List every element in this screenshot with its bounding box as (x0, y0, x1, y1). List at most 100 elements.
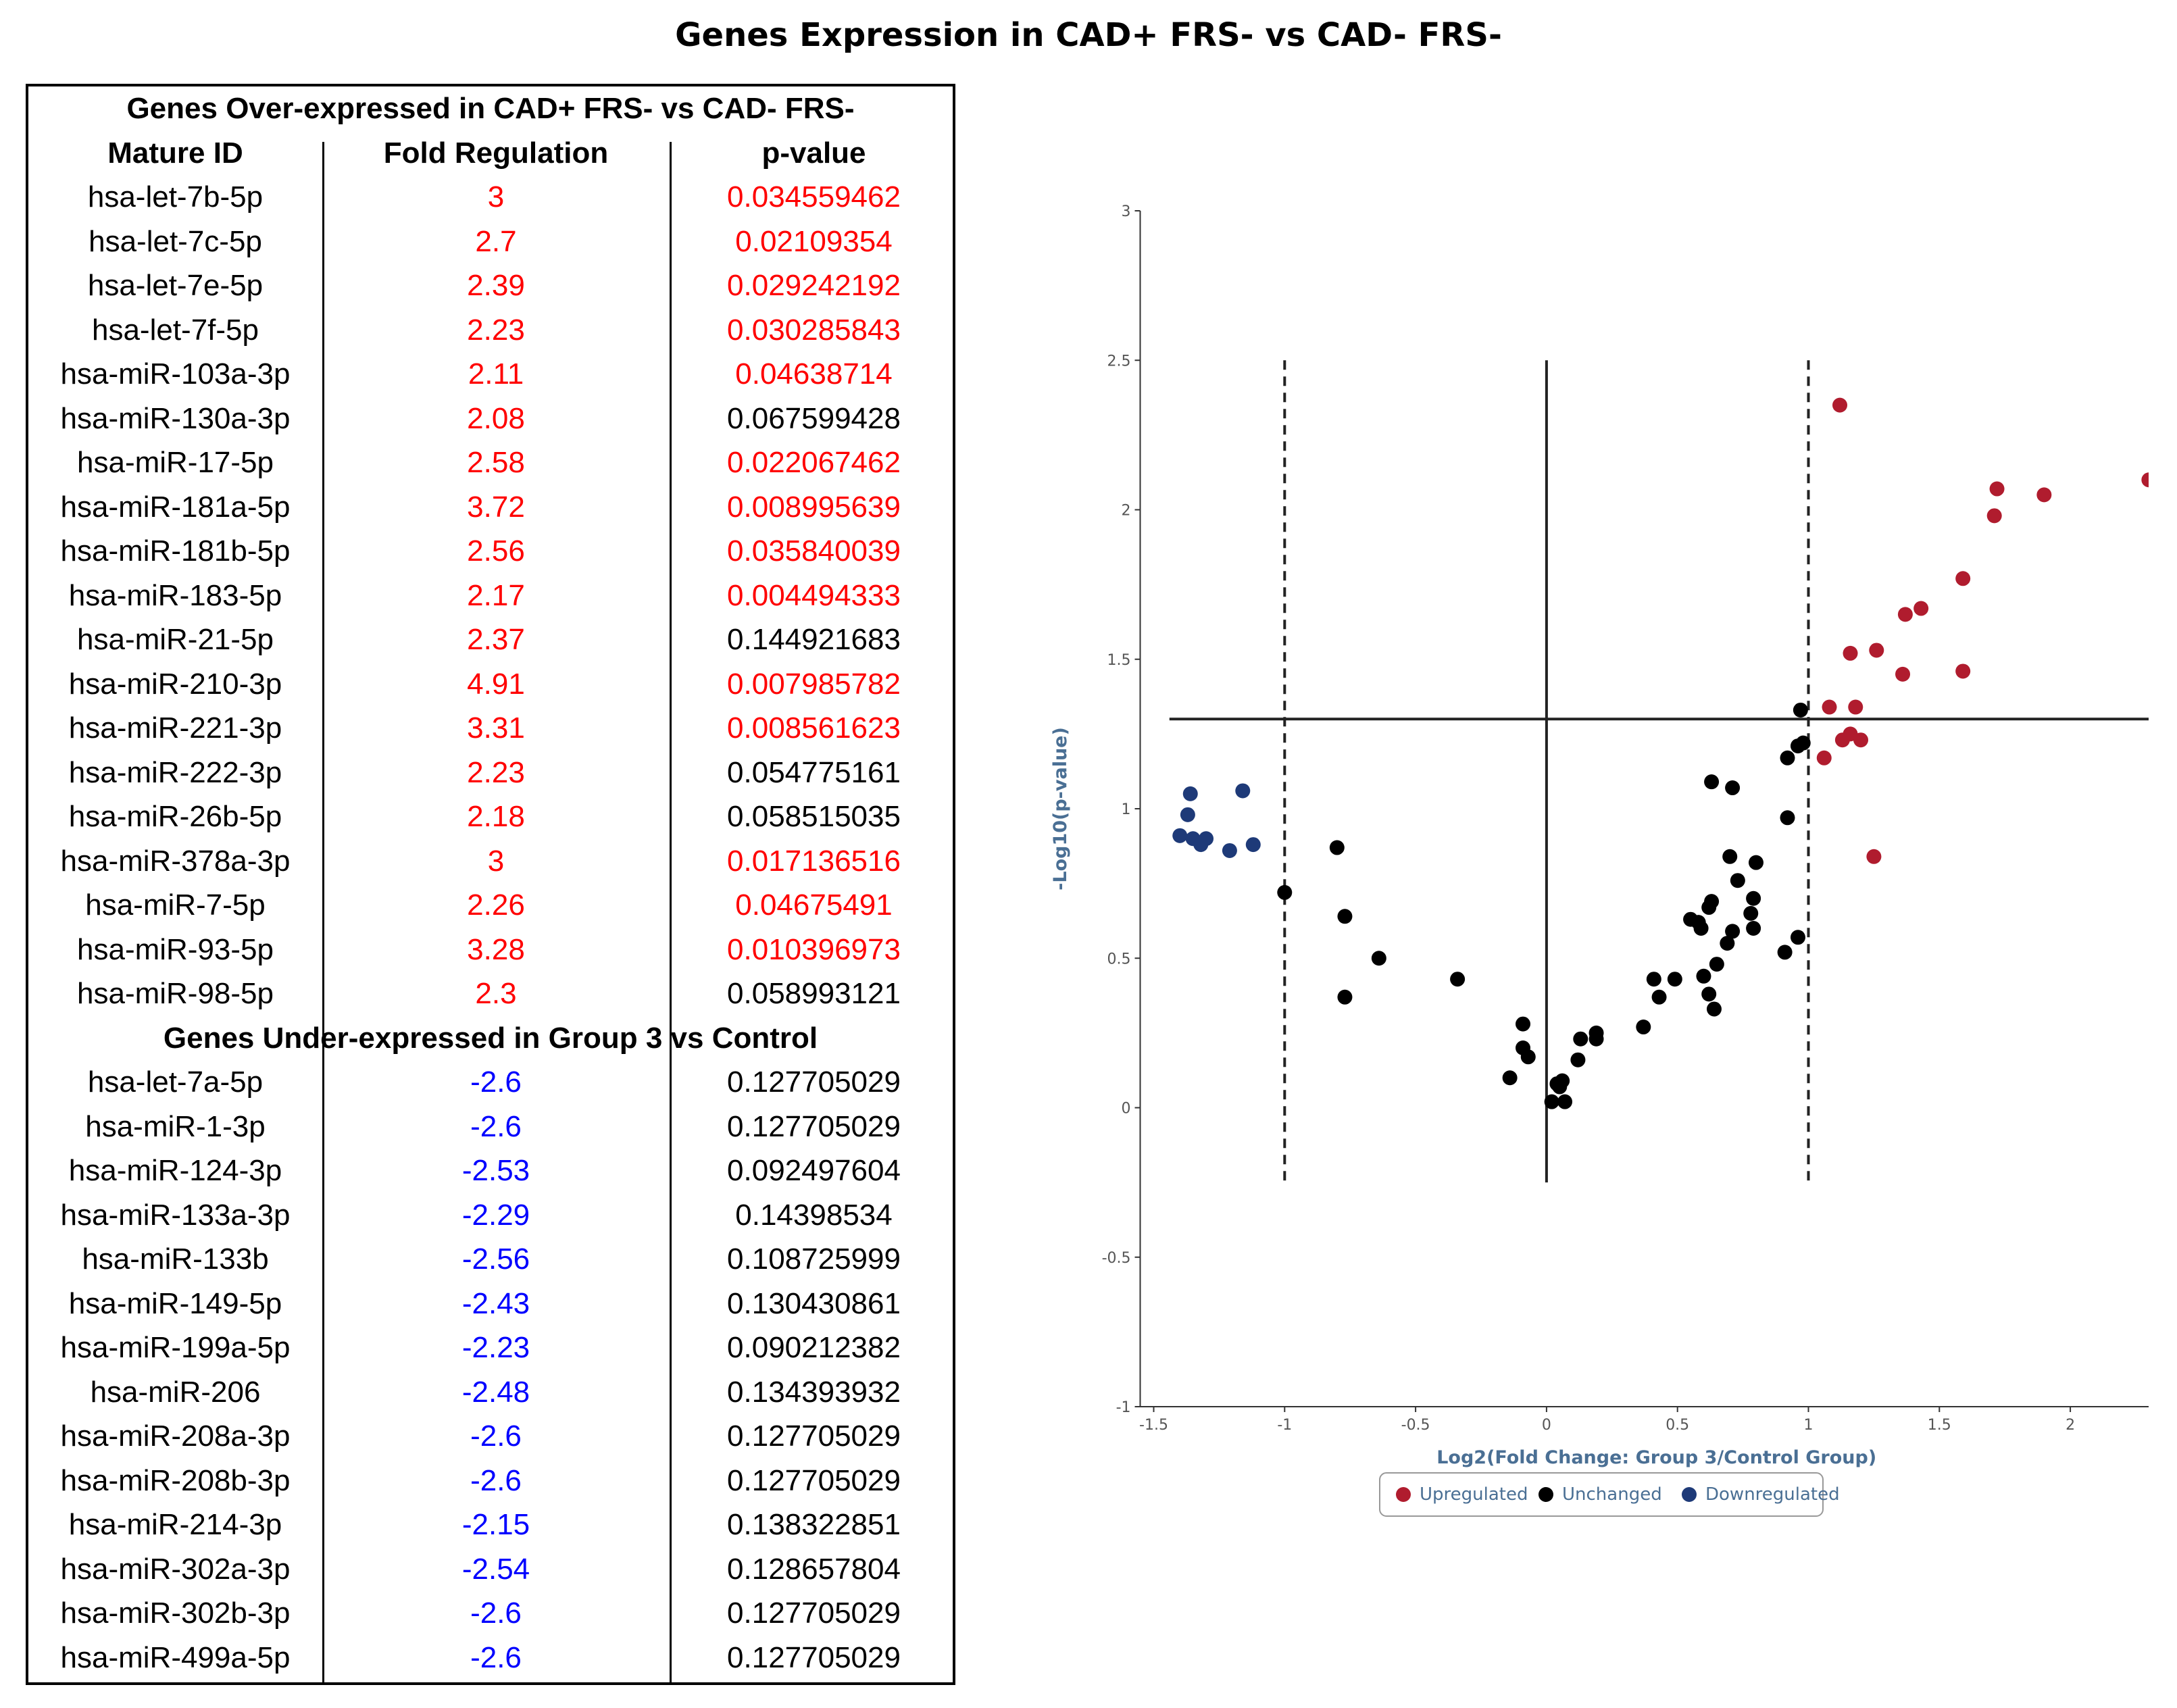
p-value-cell: 0.004494333 (727, 578, 901, 612)
p-value-cell: 0.058993121 (727, 977, 901, 1010)
data-point-upregulated (1955, 571, 1971, 586)
data-point-unchanged (1725, 924, 1741, 939)
fold-regulation-cell: 2.39 (467, 269, 525, 302)
data-point-unchanged (1793, 702, 1808, 718)
mature-id-cell: hsa-miR-17-5p (77, 446, 274, 479)
data-point-unchanged (1588, 1031, 1604, 1047)
table-row: hsa-miR-206 -2.48 0.134393932 (28, 1370, 953, 1415)
fold-regulation-cell: -2.6 (470, 1109, 522, 1143)
p-value-cell: 0.008995639 (727, 490, 901, 524)
data-point-unchanged (1720, 936, 1735, 951)
table-row: hsa-miR-149-5p -2.43 0.130430861 (28, 1282, 953, 1326)
mature-id-cell: hsa-let-7a-5p (87, 1065, 264, 1099)
data-point-unchanged (1646, 972, 1661, 987)
data-point-unchanged (1337, 989, 1353, 1005)
data-point-unchanged (1696, 968, 1711, 984)
p-value-cell: 0.067599428 (727, 401, 901, 435)
x-tick-label: 0.5 (1666, 1417, 1689, 1434)
data-point-downregulated (1172, 828, 1188, 843)
mature-id-cell: hsa-miR-93-5p (77, 932, 274, 966)
page-title: Genes Expression in CAD+ FRS- vs CAD- FR… (675, 16, 1502, 54)
fold-regulation-cell: 2.17 (467, 578, 525, 612)
table-row: hsa-miR-130a-3p 2.08 0.067599428 (28, 397, 953, 441)
table-row: hsa-miR-221-3p 3.31 0.008561623 (28, 706, 953, 751)
table-row: hsa-miR-183-5p 2.17 0.004494333 (28, 574, 953, 618)
fold-regulation-cell: -2.6 (470, 1420, 522, 1453)
header-p-value: p-value (761, 136, 866, 170)
legend-label: Downregulated (1705, 1484, 1840, 1505)
mature-id-cell: hsa-miR-181a-5p (60, 490, 291, 524)
mature-id-cell: hsa-miR-183-5p (68, 578, 282, 612)
table-row: hsa-miR-378a-3p 3 0.017136516 (28, 839, 953, 884)
under-expressed-title: Genes Under-expressed in Group 3 vs Cont… (163, 1021, 818, 1055)
volcano-plot: -1 -0.5 0 0.5 1 1.5 2 2.5 3 -1.5 -1 -0.5 0 0.5 1 1.5 2 Lo… (1050, 203, 2149, 1517)
x-tick-label: 1.5 (1928, 1417, 1951, 1434)
p-value-cell: 0.034559462 (727, 180, 901, 214)
data-point-unchanged (1748, 855, 1763, 870)
p-value-cell: 0.04638714 (735, 357, 893, 391)
data-point-unchanged (1709, 957, 1724, 972)
fold-regulation-cell: -2.29 (461, 1198, 530, 1232)
mature-id-cell: hsa-miR-221-3p (68, 711, 282, 745)
table-row: hsa-miR-133a-3p -2.29 0.14398534 (28, 1193, 953, 1238)
data-point-unchanged (1667, 972, 1682, 987)
fold-regulation-cell: 3 (487, 180, 505, 214)
table-row: hsa-miR-133b -2.56 0.108725999 (28, 1237, 953, 1282)
p-value-cell: 0.108725999 (727, 1242, 901, 1276)
fold-regulation-cell: 3.72 (467, 490, 525, 524)
data-point-downregulated (1222, 843, 1237, 858)
table-row: hsa-let-7f-5p 2.23 0.030285843 (28, 308, 953, 353)
data-point-unchanged (1730, 873, 1745, 888)
fold-regulation-cell: 4.91 (467, 667, 525, 701)
header-fold-regulation: Fold Regulation (383, 136, 609, 170)
legend-label: Unchanged (1562, 1484, 1662, 1505)
data-point-unchanged (1704, 774, 1720, 790)
mature-id-cell: hsa-miR-222-3p (68, 755, 282, 789)
data-point-unchanged (1722, 849, 1738, 864)
legend-marker-upregulated (1396, 1487, 1411, 1502)
p-value-cell: 0.02109354 (735, 224, 893, 258)
data-point-unchanged (1725, 780, 1741, 796)
mature-id-cell: hsa-miR-7-5p (85, 888, 266, 922)
gene-expression-table: Genes Over-expressed in CAD+ FRS- vs CAD… (26, 84, 955, 1685)
fold-regulation-cell: 2.08 (467, 401, 525, 435)
over-expressed-section-title: Genes Over-expressed in CAD+ FRS- vs CAD… (28, 86, 953, 131)
column-divider (670, 142, 672, 1685)
fold-regulation-cell: -2.43 (461, 1286, 530, 1320)
table-row: hsa-miR-199a-5p -2.23 0.090212382 (28, 1326, 953, 1370)
data-point-upregulated (1822, 699, 1837, 715)
x-tick-label: -0.5 (1401, 1417, 1430, 1434)
fold-regulation-cell: 2.58 (467, 446, 525, 479)
data-point-unchanged (1277, 884, 1293, 900)
mature-id-cell: hsa-miR-124-3p (68, 1154, 282, 1187)
data-point-upregulated (1897, 607, 1913, 622)
data-point-unchanged (1651, 989, 1667, 1005)
data-point-unchanged (1790, 930, 1805, 945)
under-expressed-section-title: Genes Under-expressed in Group 3 vs Cont… (28, 1016, 953, 1061)
data-point-unchanged (1516, 1016, 1531, 1032)
fold-regulation-cell: -2.23 (461, 1331, 530, 1364)
y-tick-label: 3 (1122, 203, 1131, 220)
p-value-cell: 0.04675491 (735, 888, 893, 922)
data-point-unchanged (1743, 905, 1759, 921)
mature-id-cell: hsa-miR-130a-3p (60, 401, 291, 435)
data-point-downregulated (1199, 831, 1214, 847)
data-point-upregulated (1989, 481, 2005, 497)
table-row: hsa-miR-26b-5p 2.18 0.058515035 (28, 795, 953, 839)
data-point-upregulated (1848, 699, 1863, 715)
table-row: hsa-miR-124-3p -2.53 0.092497604 (28, 1149, 953, 1193)
data-point-unchanged (1573, 1031, 1588, 1047)
table-row: hsa-miR-302a-3p -2.54 0.128657804 (28, 1547, 953, 1592)
data-point-upregulated (2141, 472, 2149, 488)
fold-regulation-cell: 3 (487, 844, 505, 878)
mature-id-cell: hsa-miR-378a-3p (60, 844, 291, 878)
data-point-unchanged (1329, 840, 1345, 855)
table-row: hsa-miR-208b-3p -2.6 0.127705029 (28, 1459, 953, 1503)
x-tick-label: 2 (2066, 1417, 2075, 1434)
p-value-cell: 0.144921683 (727, 623, 901, 656)
fold-regulation-cell: 2.7 (475, 224, 517, 258)
fold-regulation-cell: 2.56 (467, 534, 525, 568)
data-point-unchanged (1371, 951, 1386, 966)
mature-id-cell: hsa-miR-499a-5p (60, 1640, 291, 1674)
mature-id-cell: hsa-miR-21-5p (77, 623, 274, 656)
